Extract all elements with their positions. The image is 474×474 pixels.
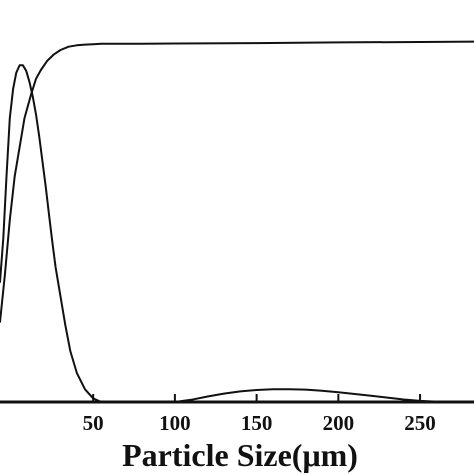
x-tick-label-50: 50 <box>83 411 104 435</box>
x-axis-title: Particle Size(μm) <box>122 437 358 473</box>
series-group <box>0 40 474 403</box>
x-tick-label-200: 200 <box>323 411 355 435</box>
x-tick-labels: 50 100 150 200 250 <box>83 411 436 435</box>
x-tick-label-150: 150 <box>241 411 273 435</box>
cumulative-distribution-line <box>0 40 474 323</box>
x-tick-label-250: 250 <box>404 411 436 435</box>
x-tick-label-100: 100 <box>159 411 191 435</box>
frequency-distribution-line <box>0 64 474 403</box>
plot-area <box>0 40 474 404</box>
